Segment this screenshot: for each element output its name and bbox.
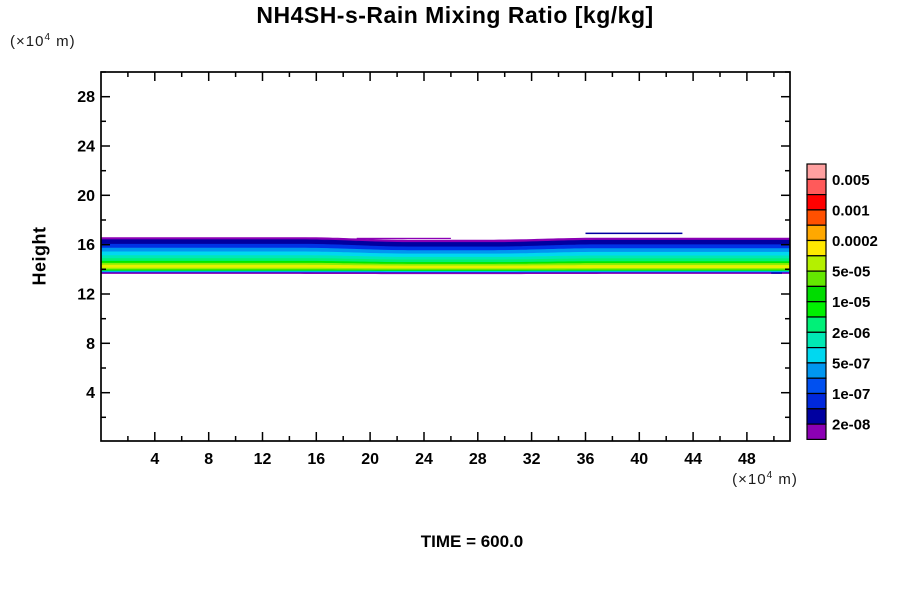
colorbar-label: 2e-06: [832, 325, 870, 342]
x-tick-label: 24: [415, 451, 433, 468]
y-tick-label: 12: [77, 287, 95, 304]
colorbar-label: 0.005: [832, 172, 870, 189]
x-tick-label: 16: [307, 451, 325, 468]
colorbar-box: [806, 224, 827, 242]
x-tick-label: 32: [523, 451, 541, 468]
colorbar-label: 0.0002: [832, 233, 878, 250]
y-tick-label: 16: [77, 237, 95, 254]
x-tick-label: 40: [630, 451, 648, 468]
colorbar-label: 5e-07: [832, 355, 870, 372]
colorbar-box: [806, 270, 827, 288]
y-tick-label: 28: [77, 89, 95, 106]
colorbar-box: [806, 163, 827, 180]
colorbar-label: 1e-07: [832, 386, 870, 403]
contour-fragment: [356, 237, 451, 239]
x-tick-label: 4: [150, 451, 159, 468]
contour-fragment: [585, 232, 683, 235]
colorbar-box: [806, 301, 827, 318]
x-tick-label: 20: [361, 451, 379, 468]
y-tick-label: 8: [86, 336, 95, 353]
x-tick-label: 48: [738, 451, 756, 468]
colorbar-box: [806, 347, 827, 364]
colorbar-label: 0.001: [832, 202, 870, 219]
y-tick-label: 20: [77, 188, 95, 205]
colorbar-box: [806, 285, 827, 303]
colorbar-box: [806, 331, 827, 349]
colorbar-box: [806, 392, 827, 410]
colorbar-box: [806, 194, 827, 211]
y-tick-label: 24: [77, 139, 95, 156]
x-tick-label: 8: [204, 451, 213, 468]
colorbar-box: [806, 408, 827, 425]
time-label: TIME = 600.0: [420, 532, 524, 551]
colorbar-box: [806, 178, 827, 196]
y-axis-units: (×104 m): [10, 32, 76, 50]
colorbar-box: [806, 239, 827, 257]
y-tick-label: 4: [86, 385, 95, 402]
colorbar-box: [806, 362, 827, 379]
x-tick-label: 12: [254, 451, 272, 468]
x-tick-label: 28: [469, 451, 487, 468]
colorbar-box: [806, 255, 827, 272]
x-axis-units: (×104 m): [732, 470, 798, 488]
colorbar-label: 2e-08: [832, 417, 870, 434]
page-title: NH4SH-s-Rain Mixing Ratio [kg/kg]: [256, 2, 654, 28]
plot-frame: [100, 71, 791, 442]
x-tick-label: 36: [577, 451, 595, 468]
colorbar-label: 5e-05: [832, 264, 870, 281]
colorbar-box: [806, 423, 827, 441]
colorbar-box: [806, 316, 827, 333]
contour-fragment: [771, 272, 782, 274]
colorbar-label: 1e-05: [832, 294, 870, 311]
x-tick-label: 44: [684, 451, 702, 468]
contour-layer: [100, 272, 791, 275]
colorbar-box: [806, 209, 827, 226]
colorbar-box: [806, 377, 827, 395]
